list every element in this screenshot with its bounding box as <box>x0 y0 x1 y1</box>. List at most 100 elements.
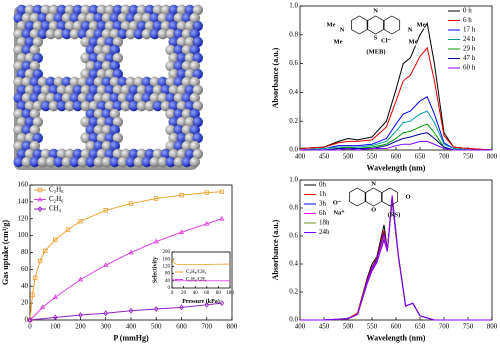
x-tick-label: 600 <box>391 153 402 161</box>
marker <box>179 192 184 198</box>
marker <box>204 190 209 195</box>
annotation-bg <box>372 34 380 42</box>
x-tick-label: 750 <box>463 153 474 161</box>
marker <box>179 304 184 311</box>
annotation-bg <box>417 21 425 29</box>
y-tick-label: 0.6 <box>289 59 298 67</box>
y-tick-label: 40 <box>165 279 171 284</box>
x-tick-label: 800 <box>487 323 498 331</box>
legend-label: C₂H₆ <box>49 195 64 203</box>
inset-bg <box>172 252 230 288</box>
y-tick-label: 0 <box>25 316 29 324</box>
legend-label: C₃H₈ <box>49 186 64 194</box>
y-tick-label: 0.4 <box>289 260 298 268</box>
y-tick-label: 160 <box>163 257 171 262</box>
framework-pore <box>38 34 88 82</box>
y-tick-label: 60 <box>21 265 29 273</box>
y-tick-label: 20 <box>21 299 29 307</box>
annotation: N <box>373 7 378 14</box>
legend-label: CH₄ <box>49 205 62 213</box>
x-tick-label: 650 <box>415 323 426 331</box>
marker <box>65 227 71 232</box>
x-tick-label: 0 <box>28 323 32 331</box>
marker <box>178 229 185 235</box>
annotation: (RS) <box>388 211 401 218</box>
x-tick-label: 550 <box>367 323 378 331</box>
x-tick-label: 200 <box>75 323 86 331</box>
series-line <box>29 302 222 321</box>
legend-label: 17 h <box>463 26 476 34</box>
marker <box>53 237 58 243</box>
annotation-bg <box>409 38 417 46</box>
annotation-bg <box>370 206 378 214</box>
legend-label: 24h <box>319 228 330 236</box>
legend-label: 0 h <box>463 7 472 15</box>
framework-pore <box>118 34 170 82</box>
marker <box>204 301 210 308</box>
framework-structure <box>13 4 204 170</box>
marker <box>204 220 210 226</box>
y-tick-label: 0.2 <box>289 288 298 296</box>
legend-label: C₃H₈/CH₄ <box>186 270 207 275</box>
x-tick-label: 80 <box>216 291 222 296</box>
y-tick-label: 0.2 <box>289 117 298 125</box>
annotation-bg <box>338 26 346 34</box>
annotation: Me <box>416 21 425 28</box>
legend-label: C₂H₆/CH₄ <box>186 278 207 283</box>
x-axis-label: P (mmHg) <box>113 333 149 342</box>
legend-marker <box>37 187 43 193</box>
annotation-bg <box>333 199 341 207</box>
annotation-bg <box>406 26 414 34</box>
annotation-bg <box>334 38 342 46</box>
atom <box>189 156 201 168</box>
series-line <box>171 258 231 266</box>
legend-label: 18h <box>319 219 330 227</box>
series-line <box>300 140 492 151</box>
annotation-bg <box>335 209 343 217</box>
annotation: Na⁺ <box>333 209 345 216</box>
x-tick-label: 20 <box>181 291 187 296</box>
annotation-bg <box>382 37 390 45</box>
marker <box>154 196 159 201</box>
marker <box>103 208 108 213</box>
marker <box>153 306 159 313</box>
marker <box>128 307 134 314</box>
framework-pore <box>38 104 88 150</box>
ring <box>381 187 399 207</box>
annotation: N <box>408 26 413 33</box>
marker <box>77 276 84 282</box>
marker <box>103 262 109 267</box>
annotation: O <box>371 206 376 213</box>
marker <box>39 304 46 310</box>
marker <box>32 275 38 281</box>
legend-label: 29 h <box>463 45 476 53</box>
annotation: Me <box>333 38 342 45</box>
legend-label: 60 h <box>463 64 476 72</box>
series-line <box>299 95 492 151</box>
x-tick-label: 800 <box>227 323 238 331</box>
x-tick-label: 750 <box>463 323 474 331</box>
y-tick-label: 1.0 <box>289 176 298 184</box>
legend-label: 3h <box>319 200 327 208</box>
legend-label: 1h <box>319 190 327 198</box>
series-line <box>300 195 492 321</box>
y-tick-label: 0.8 <box>289 30 298 38</box>
annotation: Me <box>326 21 335 28</box>
series-line <box>299 110 492 151</box>
marker <box>52 294 58 300</box>
marker <box>30 292 35 297</box>
annotation-bg <box>327 21 335 29</box>
annotation: O⁻ <box>333 199 342 206</box>
y-tick-label: 0 <box>168 286 171 291</box>
y-axis-label: Absorbance (a.u.) <box>271 219 280 280</box>
x-tick-label: 450 <box>319 323 330 331</box>
ring <box>383 15 401 35</box>
marker <box>52 314 58 321</box>
annotation-bg <box>372 7 380 15</box>
x-tick-label: 60 <box>204 291 210 296</box>
y-tick-label: 80 <box>165 272 171 277</box>
x-tick-label: 700 <box>202 323 213 331</box>
annotation: Me <box>408 38 417 45</box>
y-tick-label: 40 <box>21 282 29 290</box>
x-tick-label: 700 <box>439 153 450 161</box>
